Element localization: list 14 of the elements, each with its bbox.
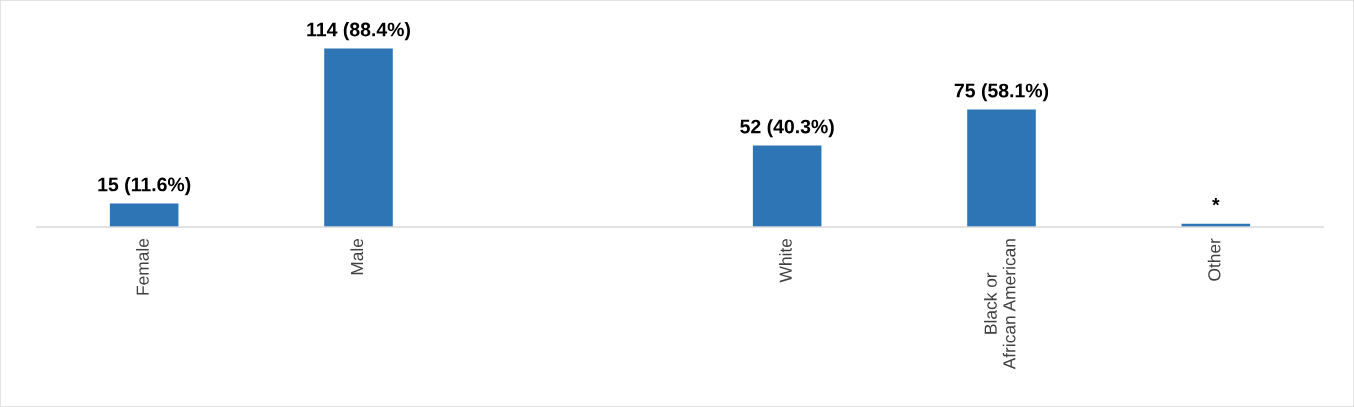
bar — [324, 48, 393, 227]
x-tick-label: Male — [350, 238, 364, 275]
data-label: 75 (58.1%) — [954, 83, 1049, 102]
data-label: 52 (40.3%) — [740, 119, 834, 138]
x-tick-label: Other — [1207, 238, 1221, 281]
data-label: 15 (11.6%) — [98, 177, 191, 196]
bar — [109, 203, 179, 227]
data-label: * — [1212, 198, 1220, 206]
data-label: 114 (88.4%) — [307, 22, 410, 41]
x-tick-label: Female — [136, 238, 149, 295]
bar — [967, 109, 1036, 227]
x-tick-label: Black or African American — [984, 239, 1016, 370]
x-tick-label: White — [779, 238, 792, 283]
bar — [752, 145, 822, 227]
